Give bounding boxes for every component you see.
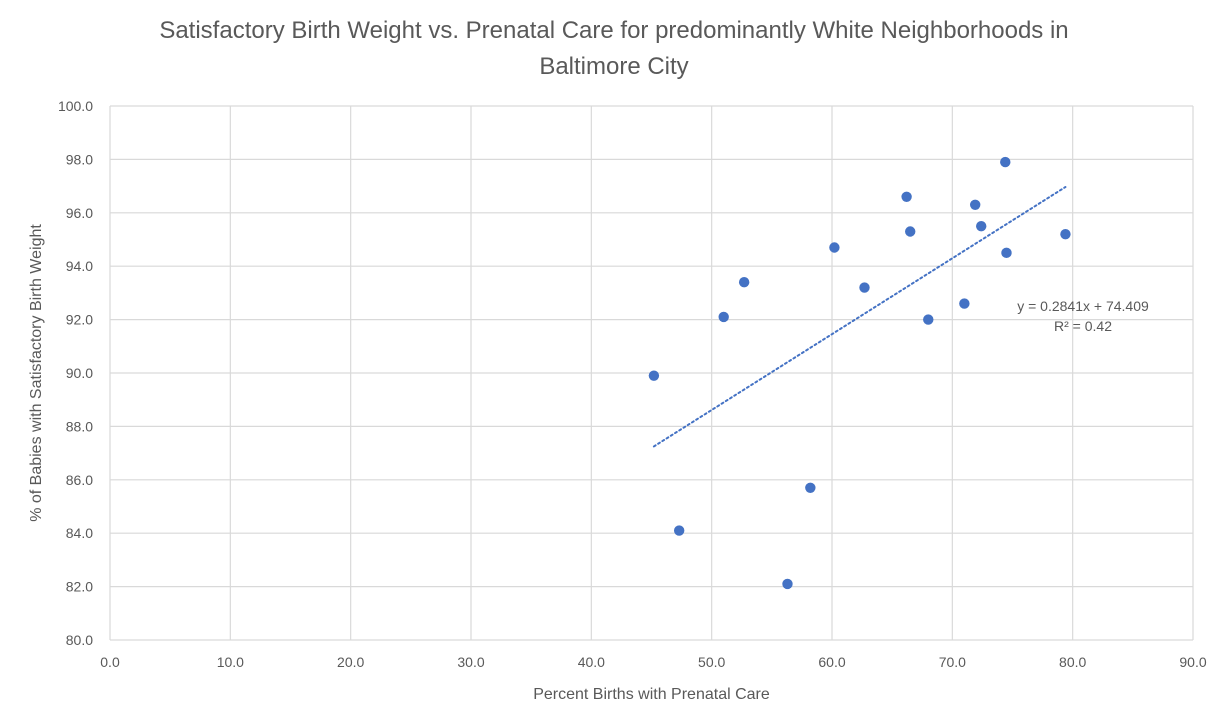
y-axis-label: % of Babies with Satisfactory Birth Weig… [28,224,45,522]
x-tick-label: 70.0 [939,654,966,670]
trendline-r-squared: R² = 0.42 [1054,318,1112,334]
data-point [901,191,912,202]
trendline-equation: y = 0.2841x + 74.409 [1017,298,1149,314]
y-tick-label: 88.0 [66,418,93,434]
chart-title-line-2: Baltimore City [539,53,689,80]
data-point [718,311,729,323]
data-point [905,226,916,237]
data-point [959,298,970,309]
data-point [969,199,981,210]
x-tick-label: 60.0 [818,654,845,670]
data-point [1000,156,1011,168]
y-tick-label: 80.0 [66,632,93,648]
x-tick-label: 50.0 [698,654,725,670]
x-tick-label: 30.0 [457,654,484,670]
data-point [859,282,870,293]
chart-title-line-1: Satisfactory Birth Weight vs. Prenatal C… [159,17,1069,44]
y-tick-label: 86.0 [66,472,93,488]
data-point [829,242,840,253]
x-tick-label: 90.0 [1179,654,1206,670]
x-tick-label: 20.0 [337,654,364,670]
x-tick-label: 0.0 [100,654,120,670]
data-point [782,578,793,590]
data-point [738,277,750,288]
y-tick-label: 100.0 [58,98,93,114]
data-point [648,370,660,381]
x-axis-label: Percent Births with Prenatal Care [533,686,770,703]
y-tick-label: 94.0 [66,258,93,274]
data-point [976,220,987,232]
data-point [923,314,934,325]
data-point [805,482,816,494]
trendline [652,185,1067,448]
y-tick-label: 92.0 [66,312,93,328]
data-point [1060,228,1071,240]
y-tick-label: 90.0 [66,365,93,381]
data-point [1001,247,1012,259]
x-tick-label: 10.0 [217,654,244,670]
x-tick-label: 80.0 [1059,654,1086,670]
y-tick-label: 84.0 [66,525,93,541]
y-tick-label: 98.0 [66,151,93,167]
y-tick-label: 82.0 [66,579,93,595]
data-point [673,525,685,536]
y-tick-label: 96.0 [66,205,93,221]
x-tick-label: 40.0 [578,654,605,670]
